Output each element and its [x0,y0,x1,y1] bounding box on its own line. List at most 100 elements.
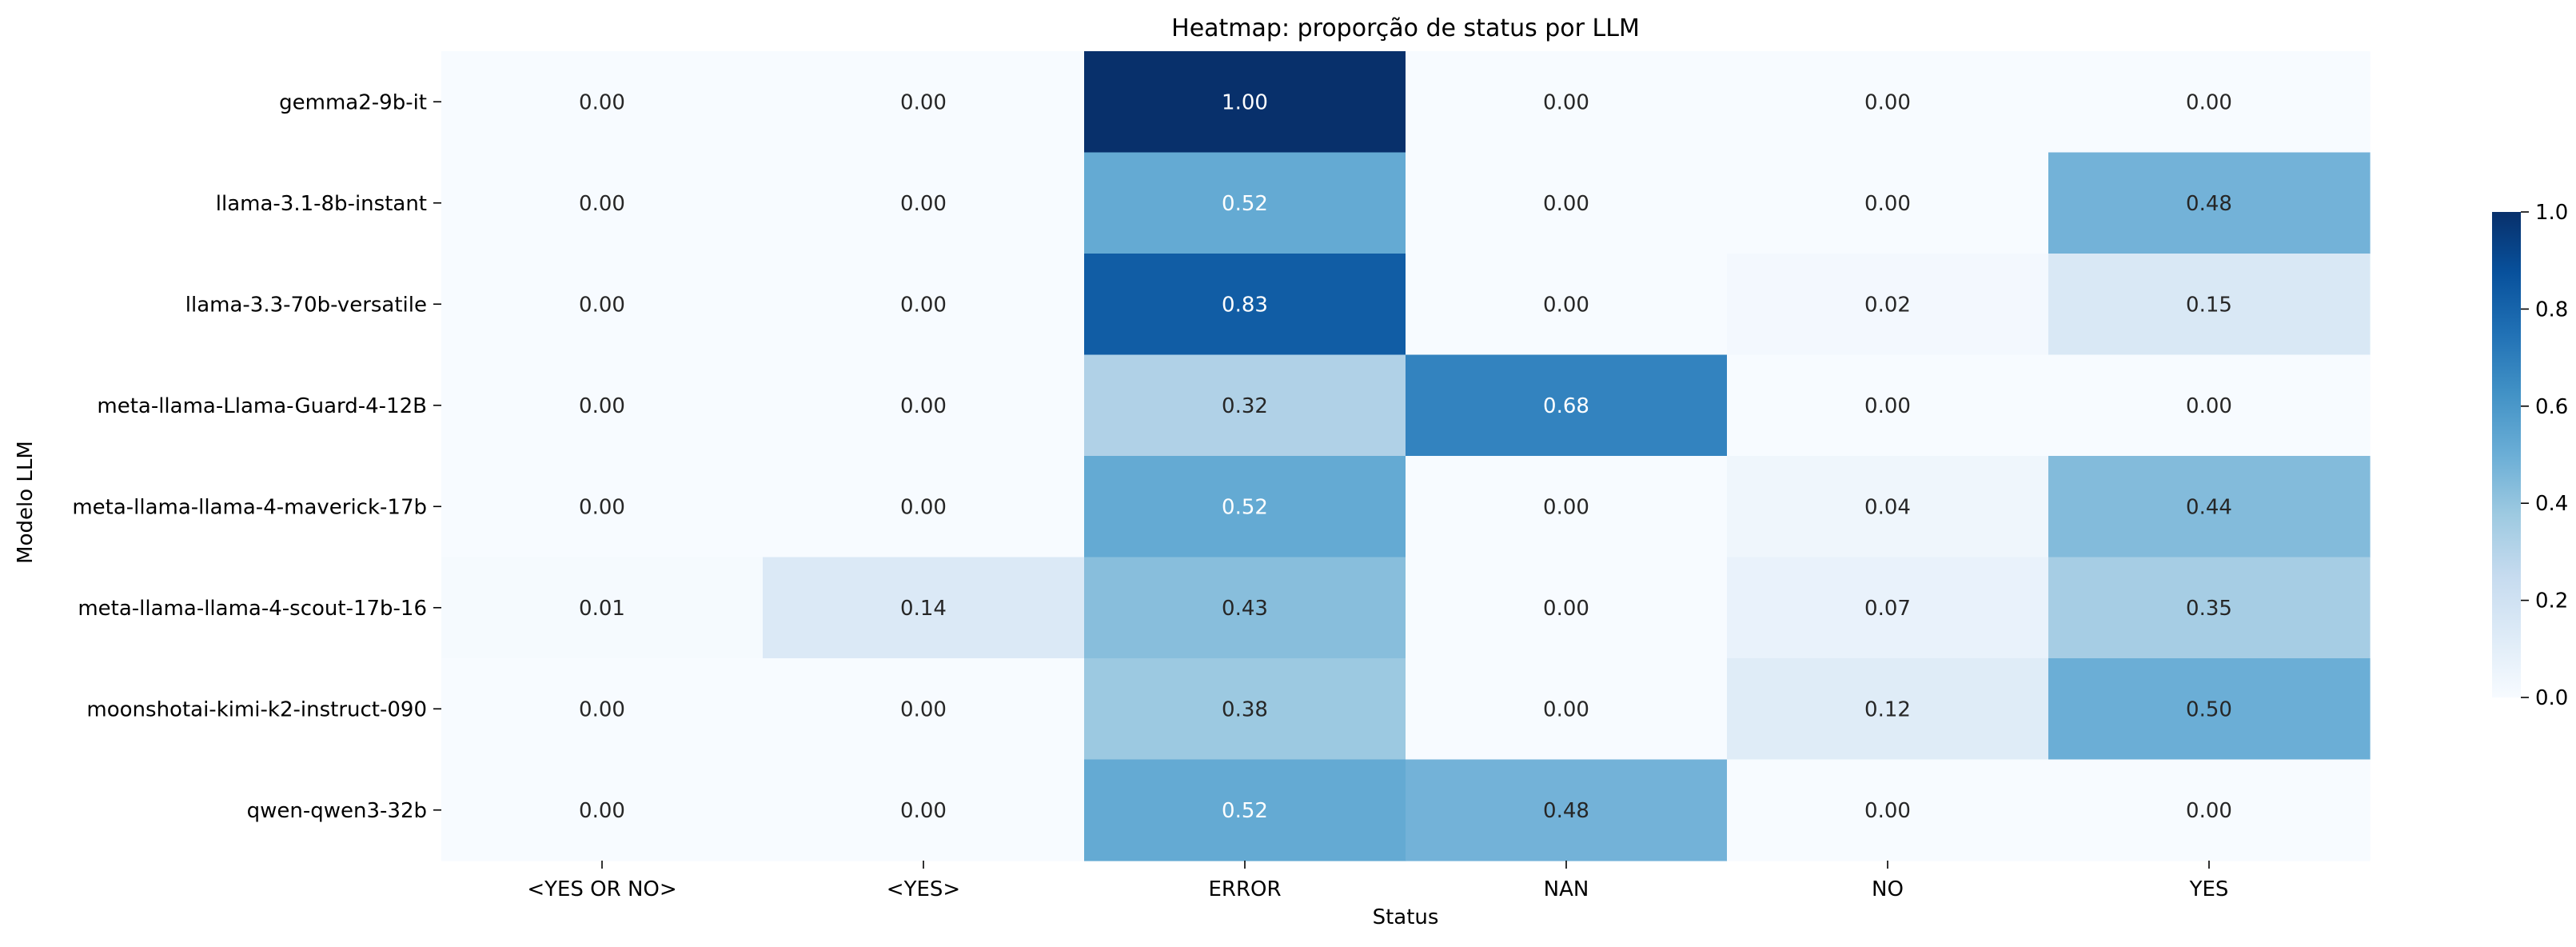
colorbar-tick-label: 0.2 [2535,589,2568,613]
y-tick-label: meta-llama-llama-4-maverick-17b [72,495,427,519]
heatmap-cell [1727,557,2049,659]
heatmap-cell [1406,456,1728,558]
heatmap-cell [441,152,764,254]
y-tick-label: moonshotai-kimi-k2-instruct-090 [86,697,427,721]
cell-value-label: 0.83 [1222,293,1268,317]
colorbar-tick-label: 0.6 [2535,395,2568,419]
heatmap-cell [1406,254,1728,356]
cell-value-label: 0.35 [2186,597,2232,621]
cell-value-label: 0.00 [900,799,947,823]
cell-value-label: 0.07 [1864,597,1911,621]
cell-value-label: 0.04 [1864,495,1911,519]
colorbar-tick-label: 0.8 [2535,298,2568,322]
cell-value-label: 0.00 [900,495,947,519]
heatmap-cell [1727,152,2049,254]
heatmap-cell [763,254,1085,356]
cell-value-label: 0.52 [1222,192,1268,216]
cell-value-label: 0.48 [2186,192,2232,216]
x-tick-label: YES [2189,877,2229,901]
cell-value-label: 0.00 [1864,90,1911,114]
heatmap-cell [1406,51,1728,154]
cell-value-label: 0.00 [1543,192,1589,216]
x-axis-title: Status [1373,905,1439,929]
y-tick-label: llama-3.3-70b-versatile [185,293,427,317]
colorbar-gradient [2492,212,2521,697]
heatmap-cell [763,658,1085,761]
heatmap-cell [1406,658,1728,761]
colorbar: 0.0 0.2 0.4 0.6 0.8 1.0 [2492,201,2568,710]
heatmap-cell [1084,51,1406,154]
cell-value-label: 0.00 [1864,799,1911,823]
cell-value-label: 0.00 [579,799,625,823]
x-axis: <YES OR NO> <YES> ERROR NAN NO YES [527,861,2228,901]
cell-value-label: 0.52 [1222,495,1268,519]
heatmap-cell [763,152,1085,254]
heatmap-cell [2048,254,2371,356]
heatmap-cell [1084,354,1406,457]
heatmap-cell [1727,658,2049,761]
cell-value-label: 0.12 [1864,697,1911,721]
heatmap-cell [441,354,764,457]
heatmap-cell [2048,51,2371,154]
cell-value-label: 0.00 [2186,394,2232,418]
heatmap-cell [2048,152,2371,254]
heatmap-cell [441,51,764,154]
cell-value-label: 0.00 [2186,799,2232,823]
heatmap-cell [1084,456,1406,558]
heatmap-cell [2048,759,2371,861]
cell-value-label: 0.00 [1543,495,1589,519]
cell-value-label: 0.00 [900,697,947,721]
heatmap-cell [763,51,1085,154]
cell-value-label: 0.00 [579,192,625,216]
x-tick-label: <YES> [887,877,960,901]
y-tick-label: llama-3.1-8b-instant [216,192,427,216]
heatmap-cell [1406,759,1728,861]
heatmap-cell [1084,557,1406,659]
heatmap-cell [1727,354,2049,457]
cell-value-label: 0.00 [1543,697,1589,721]
cell-value-label: 0.00 [1864,394,1911,418]
cell-value-label: 0.02 [1864,293,1911,317]
cell-value-label: 0.00 [1864,192,1911,216]
cell-value-label: 0.00 [579,495,625,519]
cell-value-label: 0.00 [579,293,625,317]
heatmap-cell [441,456,764,558]
y-tick-label: gemma2-9b-it [279,90,427,114]
heatmap-cell-labels: 0.00 0.00 1.00 0.00 0.00 0.00 0.00 0.00 0.52 0.00… [579,90,2232,823]
cell-value-label: 0.01 [579,597,625,621]
cell-value-label: 0.00 [1543,597,1589,621]
heatmap-cell [763,354,1085,457]
cell-value-label: 0.00 [900,394,947,418]
heatmap-cell [1727,51,2049,154]
cell-value-label: 0.00 [1543,90,1589,114]
cell-value-label: 0.50 [2186,697,2232,721]
chart-title: Heatmap: proporção de status por LLM [1171,14,1640,42]
heatmap-cell [2048,456,2371,558]
y-axis: gemma2-9b-it llama-3.1-8b-instant llama-3.… [72,90,441,823]
heatmap-cell [1084,759,1406,861]
cell-value-label: 0.32 [1222,394,1268,418]
colorbar-tick-label: 0.0 [2535,686,2568,710]
x-tick-label: NO [1872,877,1904,901]
cell-value-label: 0.00 [900,293,947,317]
cell-value-label: 0.00 [900,90,947,114]
cell-value-label: 0.14 [900,597,947,621]
cell-value-label: 0.52 [1222,799,1268,823]
cell-value-label: 0.00 [1543,293,1589,317]
heatmap-cell [1727,254,2049,356]
heatmap-cell [1406,354,1728,457]
y-tick-label: meta-llama-Llama-Guard-4-12B [97,394,427,418]
heatmap-cell [441,557,764,659]
colorbar-tick-label: 0.4 [2535,492,2568,516]
cell-value-label: 0.00 [579,90,625,114]
heatmap-cells [441,51,2371,861]
x-tick-label: ERROR [1208,877,1281,901]
heatmap-cell [763,456,1085,558]
cell-value-label: 0.43 [1222,597,1268,621]
cell-value-label: 0.38 [1222,697,1268,721]
heatmap-cell [1084,152,1406,254]
heatmap-cell [441,759,764,861]
cell-value-label: 0.00 [2186,90,2232,114]
